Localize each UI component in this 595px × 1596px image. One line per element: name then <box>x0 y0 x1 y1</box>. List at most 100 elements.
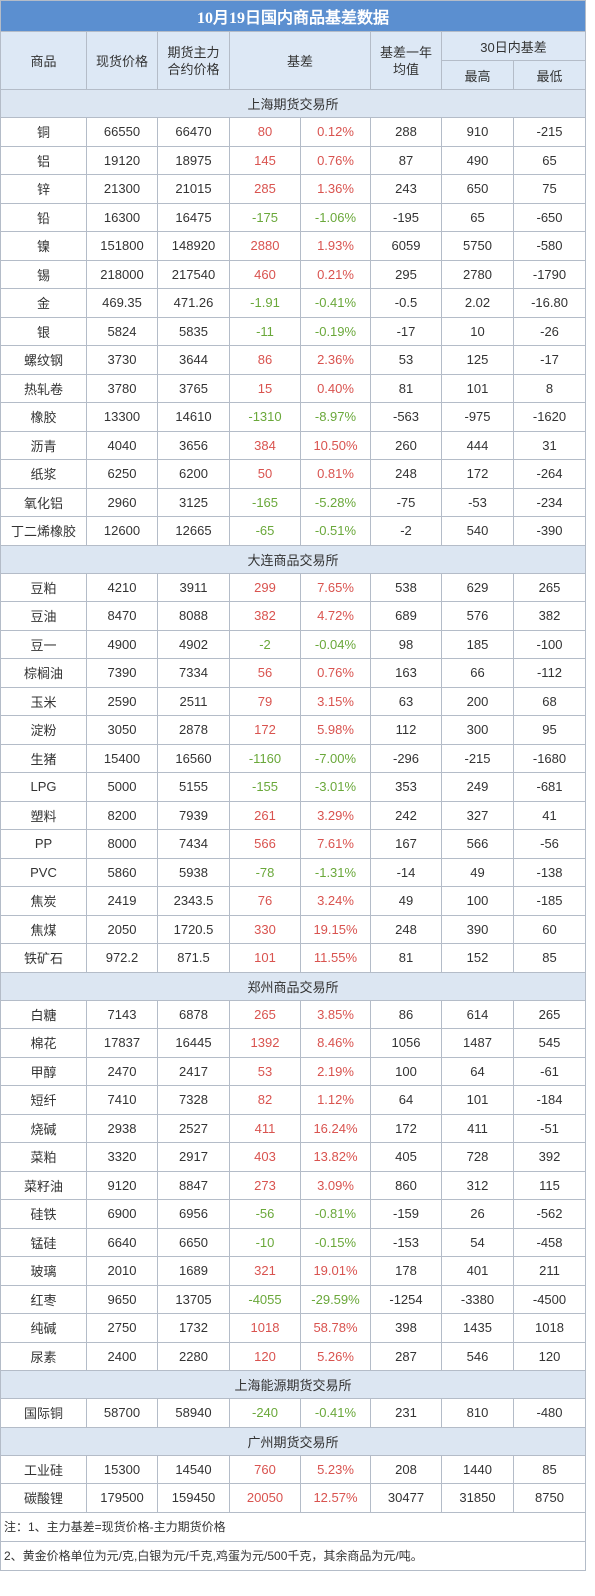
data-row: 烧碱 2938 2527 411 16.24% 172 411 -51 <box>0 1113 587 1143</box>
value-cell: 1435 <box>441 1313 514 1343</box>
value-cell: 16475 <box>157 202 230 232</box>
value-cell: 19120 <box>86 145 158 175</box>
value-cell: 4902 <box>157 629 230 659</box>
value-cell: 2470 <box>86 1056 158 1086</box>
value-cell: 300 <box>441 715 514 745</box>
value-cell: 19.01% <box>300 1256 371 1286</box>
value-cell: -264 <box>512 459 587 489</box>
value-cell: 265 <box>229 999 301 1029</box>
value-cell: 566 <box>229 829 301 859</box>
data-row: LPG 5000 5155 -155 -3.01% 353 249 -681 <box>0 772 587 802</box>
value-cell: 3911 <box>157 572 230 602</box>
header-text: 基差一年均值 <box>379 44 432 77</box>
data-row: 棕榈油 7390 7334 56 0.76% 163 66 -112 <box>0 658 587 688</box>
value-cell: 576 <box>441 601 514 631</box>
value-cell: 53 <box>370 345 442 375</box>
value-cell: -650 <box>512 202 587 232</box>
value-cell: 6878 <box>157 999 230 1029</box>
note: 2、黄金价格单位为元/克,白银为元/千克,鸡蛋为元/500千克，其余商品为元/吨… <box>0 1540 587 1571</box>
value-cell: -3.01% <box>300 772 371 802</box>
value-cell: -0.15% <box>300 1227 371 1257</box>
value-cell: 2343.5 <box>157 886 230 916</box>
header-cell: 基差一年均值 <box>370 31 442 90</box>
value-cell: -165 <box>229 487 301 517</box>
value-cell: -195 <box>370 202 442 232</box>
value-cell: 49 <box>441 857 514 887</box>
value-cell: 1392 <box>229 1028 301 1058</box>
value-cell: 53 <box>229 1056 301 1086</box>
value-cell: -138 <box>512 857 587 887</box>
commodity-name: 铜 <box>0 117 87 147</box>
value-cell: 68 <box>512 686 587 716</box>
title-row: 10月19日国内商品基差数据 <box>0 0 587 32</box>
value-cell: 12600 <box>86 516 158 546</box>
value-cell: 148920 <box>157 231 230 261</box>
value-cell: 321 <box>229 1256 301 1286</box>
value-cell: 95 <box>512 715 587 745</box>
header-row: 商品 现货价格 期货主力合约价格 基差 基差一年均值 30日内基差 <box>0 31 587 90</box>
commodity-name: 铝 <box>0 145 87 175</box>
value-cell: 261 <box>229 800 301 830</box>
data-row: 豆粕 4210 3911 299 7.65% 538 629 265 <box>0 572 587 602</box>
data-row: 金 469.35 471.26 -1.91 -0.41% -0.5 2.02 -16.80 <box>0 288 587 318</box>
value-cell: 13300 <box>86 402 158 432</box>
value-cell: 7434 <box>157 829 230 859</box>
value-cell: -155 <box>229 772 301 802</box>
value-cell: 172 <box>229 715 301 745</box>
value-cell: -975 <box>441 402 514 432</box>
commodity-name: 锌 <box>0 174 87 204</box>
value-cell: 26 <box>441 1199 514 1229</box>
data-row: 玻璃 2010 1689 321 19.01% 178 401 211 <box>0 1256 587 1286</box>
value-cell: -61 <box>512 1056 587 1086</box>
value-cell: -1254 <box>370 1284 442 1314</box>
value-cell: 112 <box>370 715 442 745</box>
value-cell: 15400 <box>86 743 158 773</box>
value-cell: 7.61% <box>300 829 371 859</box>
data-row: 铝 19120 18975 145 0.76% 87 490 65 <box>0 145 587 175</box>
value-cell: 444 <box>441 430 514 460</box>
value-cell: 125 <box>441 345 514 375</box>
value-cell: 650 <box>441 174 514 204</box>
commodity-name: 菜粕 <box>0 1142 87 1172</box>
value-cell: 2750 <box>86 1313 158 1343</box>
title: 10月19日国内商品基差数据 <box>0 0 587 32</box>
value-cell: 4210 <box>86 572 158 602</box>
commodity-name: PP <box>0 829 87 859</box>
value-cell: 16.24% <box>300 1113 371 1143</box>
commodity-name: 淀粉 <box>0 715 87 745</box>
value-cell: -51 <box>512 1113 587 1143</box>
value-cell: 8.46% <box>300 1028 371 1058</box>
value-cell: 2050 <box>86 914 158 944</box>
value-cell: 5155 <box>157 772 230 802</box>
data-row: 玉米 2590 2511 79 3.15% 63 200 68 <box>0 686 587 716</box>
commodity-name: 国际铜 <box>0 1398 87 1428</box>
value-cell: 5750 <box>441 231 514 261</box>
value-cell: 8750 <box>512 1483 587 1513</box>
value-cell: 243 <box>370 174 442 204</box>
value-cell: 2938 <box>86 1113 158 1143</box>
commodity-name: 锰硅 <box>0 1227 87 1257</box>
value-cell: -1.31% <box>300 857 371 887</box>
value-cell: 101 <box>441 1085 514 1115</box>
value-cell: 64 <box>441 1056 514 1086</box>
value-cell: 7390 <box>86 658 158 688</box>
value-cell: 392 <box>512 1142 587 1172</box>
value-cell: 9650 <box>86 1284 158 1314</box>
data-row: 菜籽油 9120 8847 273 3.09% 860 312 115 <box>0 1170 587 1200</box>
value-cell: 614 <box>441 999 514 1029</box>
commodity-name: 尿素 <box>0 1341 87 1371</box>
data-row: PVC 5860 5938 -78 -1.31% -14 49 -138 <box>0 857 587 887</box>
value-cell: 16445 <box>157 1028 230 1058</box>
value-cell: -56 <box>229 1199 301 1229</box>
value-cell: 3730 <box>86 345 158 375</box>
value-cell: 490 <box>441 145 514 175</box>
value-cell: 58.78% <box>300 1313 371 1343</box>
value-cell: 382 <box>229 601 301 631</box>
value-cell: 87 <box>370 145 442 175</box>
header-cell: 基差 <box>229 31 371 90</box>
commodity-name: 铅 <box>0 202 87 232</box>
value-cell: 145 <box>229 145 301 175</box>
commodity-name: 菜籽油 <box>0 1170 87 1200</box>
value-cell: 3.15% <box>300 686 371 716</box>
